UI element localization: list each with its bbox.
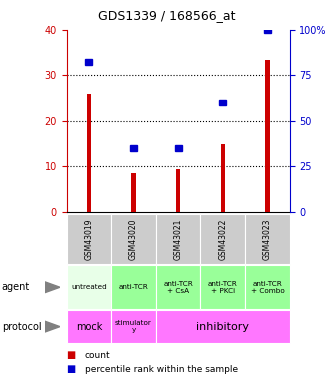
- Text: GSM43022: GSM43022: [218, 218, 227, 260]
- Text: agent: agent: [2, 282, 30, 292]
- Text: anti-TCR
+ CsA: anti-TCR + CsA: [163, 281, 193, 294]
- Bar: [87, 94, 91, 212]
- Polygon shape: [45, 321, 60, 332]
- Text: mock: mock: [76, 322, 102, 332]
- Text: ■: ■: [67, 364, 76, 374]
- Text: GSM43019: GSM43019: [84, 218, 94, 260]
- Bar: [265, 60, 270, 212]
- Text: inhibitory: inhibitory: [196, 322, 249, 332]
- Text: anti-TCR
+ PKCi: anti-TCR + PKCi: [208, 281, 238, 294]
- Bar: [220, 144, 225, 212]
- Bar: [219, 100, 226, 105]
- Text: count: count: [85, 351, 111, 360]
- Bar: [174, 146, 182, 151]
- Text: GSM43020: GSM43020: [129, 218, 138, 260]
- Bar: [264, 27, 271, 33]
- Text: anti-TCR: anti-TCR: [119, 284, 149, 290]
- Text: protocol: protocol: [2, 322, 41, 332]
- Polygon shape: [45, 282, 60, 292]
- Text: untreated: untreated: [71, 284, 107, 290]
- Text: GDS1339 / 168566_at: GDS1339 / 168566_at: [98, 9, 235, 22]
- Bar: [176, 169, 180, 212]
- Bar: [131, 173, 136, 212]
- Text: percentile rank within the sample: percentile rank within the sample: [85, 364, 238, 374]
- Text: GSM43023: GSM43023: [263, 218, 272, 260]
- Text: ■: ■: [67, 350, 76, 360]
- Text: GSM43021: GSM43021: [173, 218, 183, 260]
- Text: stimulator
y: stimulator y: [115, 320, 152, 333]
- Bar: [85, 59, 93, 64]
- Text: anti-TCR
+ Combo: anti-TCR + Combo: [250, 281, 284, 294]
- Bar: [130, 146, 137, 151]
